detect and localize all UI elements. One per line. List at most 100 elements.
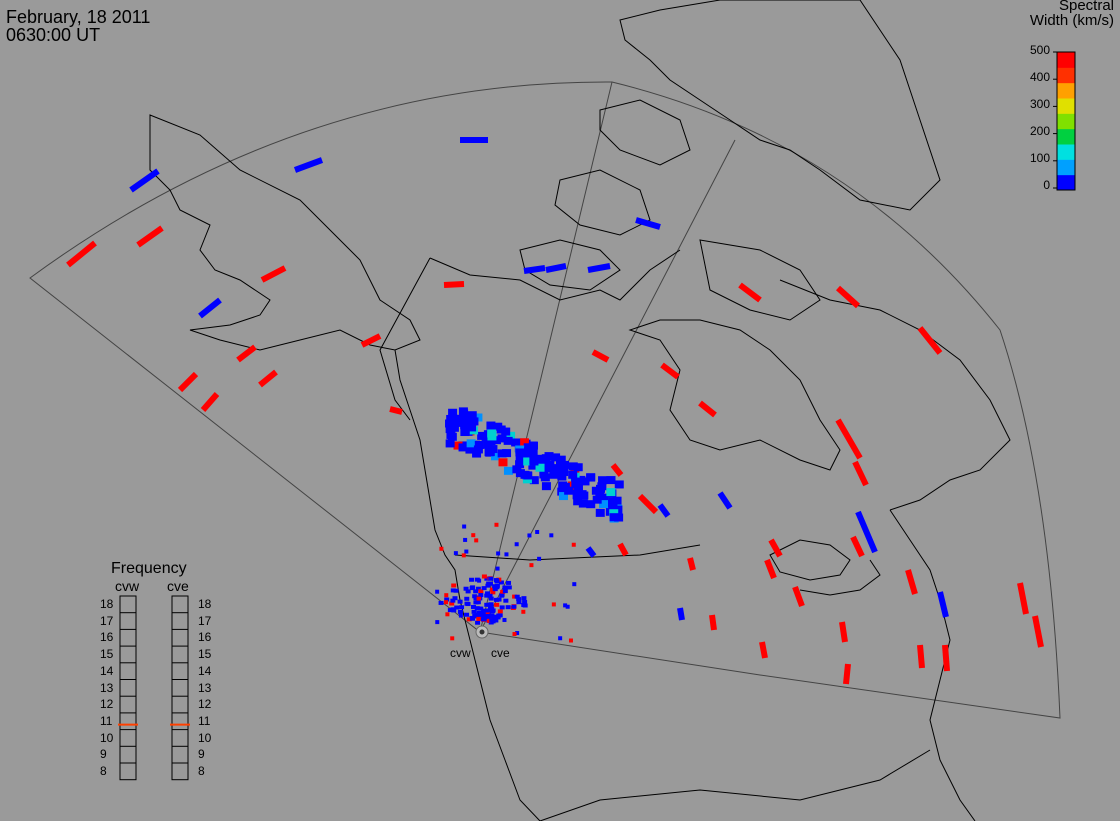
echo-cell xyxy=(512,632,517,637)
echo-cell xyxy=(511,604,517,609)
echo-cell xyxy=(447,432,457,441)
echo-cell xyxy=(592,495,602,504)
echo-cell xyxy=(487,593,493,598)
echo-cell xyxy=(448,408,458,417)
echo-cell xyxy=(461,553,466,558)
echo-cell xyxy=(558,636,563,641)
echo-cell xyxy=(521,609,526,614)
echo-cell xyxy=(541,482,551,491)
echo-cell xyxy=(528,448,538,457)
colorbar-tick: 100 xyxy=(1029,151,1050,165)
echo-cell xyxy=(494,602,500,607)
echo-cell xyxy=(446,414,456,423)
echo-cell xyxy=(572,582,577,587)
frequency-scale-label-left: 10 xyxy=(100,730,114,745)
echo-cell xyxy=(475,620,481,625)
echo-cell xyxy=(512,594,518,599)
echo-cell xyxy=(471,609,477,614)
echo-cell xyxy=(501,427,511,436)
colorbar-segment xyxy=(1057,113,1075,130)
colorbar-segment xyxy=(1057,174,1075,191)
echo-cell xyxy=(534,454,544,463)
echo-cell xyxy=(466,617,472,622)
echo-cell xyxy=(493,422,503,431)
echo-cell xyxy=(489,587,495,592)
echo-cell xyxy=(498,580,504,585)
echo-cell xyxy=(465,445,475,454)
echo-cell xyxy=(470,616,476,621)
frequency-title: Frequency xyxy=(111,560,187,577)
echo-cell xyxy=(497,449,507,458)
echo-cell xyxy=(504,552,509,557)
frequency-scale-label-right: 14 xyxy=(198,663,212,678)
echo-cell xyxy=(563,603,568,608)
echo-cell xyxy=(485,448,495,457)
echo-cell xyxy=(497,434,507,443)
radar-echoes xyxy=(66,137,1044,685)
echo-cell xyxy=(514,542,519,547)
echo-cell xyxy=(545,263,567,273)
echo-cell xyxy=(503,436,513,445)
echo-cell xyxy=(236,344,257,363)
echo-cell xyxy=(488,576,494,581)
colorbar-segment xyxy=(1057,159,1075,176)
frequency-scale-label-right: 8 xyxy=(198,764,205,778)
echo-cell xyxy=(444,597,450,602)
echo-cell xyxy=(453,418,463,427)
echo-cell xyxy=(492,587,498,592)
echo-cell xyxy=(478,589,484,594)
echo-cell xyxy=(473,589,479,594)
echo-cell xyxy=(523,457,533,466)
echo-cell xyxy=(490,590,496,595)
echo-cell xyxy=(709,614,717,631)
colorbar-title-line2: Width (km/s) xyxy=(1029,12,1114,29)
echo-cell xyxy=(494,584,500,589)
echo-cell xyxy=(738,282,762,303)
echo-cell xyxy=(66,240,97,268)
echo-cell xyxy=(503,466,513,475)
echo-cell xyxy=(564,486,574,495)
frequency-radar-cve: cve xyxy=(167,578,189,594)
echo-cell xyxy=(687,557,696,571)
echo-cell xyxy=(477,578,482,583)
echo-cell xyxy=(505,605,511,610)
echo-cell xyxy=(499,593,505,598)
echo-cell xyxy=(389,406,403,415)
echo-cell xyxy=(855,510,878,554)
echo-cell xyxy=(490,452,500,461)
echo-cell xyxy=(835,418,863,460)
colorbar-tick: 300 xyxy=(1029,97,1050,111)
colorbar-segment xyxy=(1057,82,1075,99)
echo-cell xyxy=(568,462,578,471)
echo-cell xyxy=(476,606,482,611)
echo-cell xyxy=(260,265,287,283)
echo-cell xyxy=(937,591,949,618)
echo-cell xyxy=(484,576,490,581)
echo-cell xyxy=(609,513,619,522)
echo-cell xyxy=(485,591,491,596)
echo-cell xyxy=(535,463,545,472)
echo-cell xyxy=(635,217,661,230)
echo-cell xyxy=(558,481,568,490)
echo-cell xyxy=(458,613,463,618)
echo-cell xyxy=(516,600,522,605)
frequency-radar-cvw: cvw xyxy=(115,578,140,594)
echo-cell xyxy=(452,596,458,601)
echo-cell xyxy=(835,285,861,309)
frequency-scale-label-left: 9 xyxy=(100,747,107,762)
echo-cell xyxy=(467,423,477,432)
echo-cell xyxy=(481,614,487,619)
echo-cell xyxy=(522,603,528,608)
echo-cell xyxy=(585,546,597,558)
echo-cell xyxy=(559,468,569,477)
echo-cell xyxy=(499,605,505,610)
echo-cell xyxy=(454,605,460,610)
colorbar-segment xyxy=(1057,98,1075,114)
coastlines xyxy=(149,0,1011,821)
echo-cell xyxy=(759,641,768,659)
echo-cell xyxy=(469,577,475,582)
echo-cell xyxy=(451,583,457,588)
colorbar-tick: 200 xyxy=(1029,124,1050,138)
frequency-box xyxy=(171,595,189,781)
frequency-box xyxy=(119,595,137,781)
